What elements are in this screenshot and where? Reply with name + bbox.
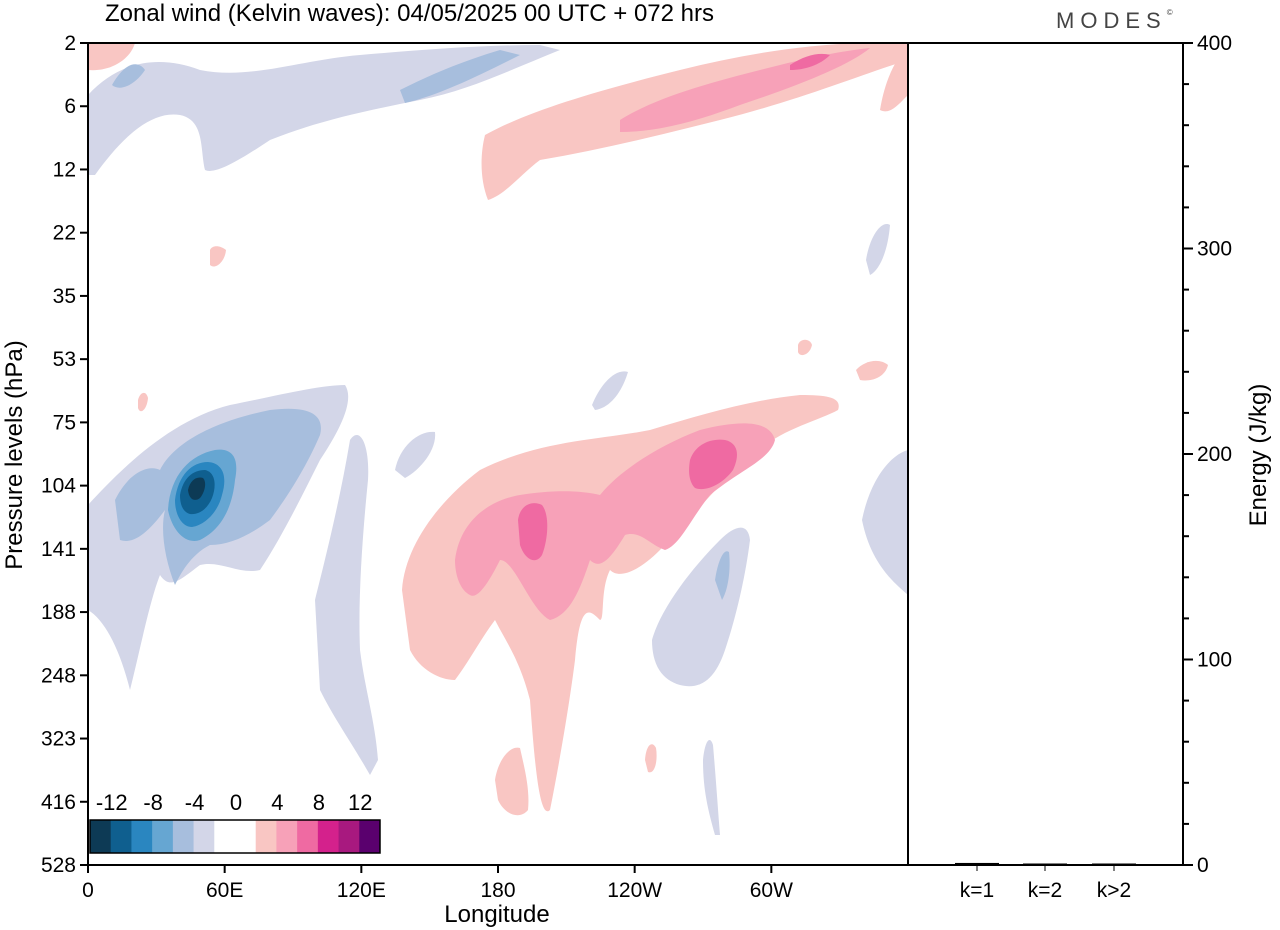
colorbar-swatch — [317, 820, 340, 853]
colorbar-label: 4 — [271, 790, 283, 815]
energy-category-label: k>2 — [1097, 879, 1131, 902]
colorbar-swatch — [214, 820, 236, 853]
colorbar-label: -12 — [96, 790, 128, 815]
colorbar-label: 8 — [313, 790, 325, 815]
colorbar-swatch — [172, 820, 195, 853]
colorbar: -12 -8 -4 0 4 8 12 — [89, 790, 381, 854]
energy-tick-label: 100 — [1197, 649, 1232, 672]
contour-neg-lower-right — [703, 740, 720, 835]
y-tick-label: 188 — [41, 601, 76, 624]
energy-bar-3 — [1092, 863, 1136, 865]
x-tick-label: 60E — [206, 879, 243, 902]
modes-logo: MODES© — [1056, 8, 1173, 34]
energy-axis-title: Energy (J/kg) — [1245, 384, 1272, 527]
colorbar-label: -8 — [143, 790, 163, 815]
contour-pos-lower-2 — [645, 744, 657, 773]
y-tick-label: 104 — [41, 475, 76, 498]
colorbar-swatch — [131, 820, 153, 853]
colorbar-swatch — [255, 820, 277, 853]
contour-neg-column — [315, 434, 378, 775]
energy-bar-2 — [1023, 863, 1067, 865]
energy-category-labels: k=1 k=2 k>2 — [960, 865, 1131, 902]
contour-pos-topright — [481, 43, 908, 200]
colorbar-swatch — [110, 820, 132, 853]
x-tick-label: 120E — [337, 879, 386, 902]
y-tick-label: 12 — [53, 158, 76, 181]
contour-neg-rightedge-2 — [866, 224, 890, 275]
wind-anomaly-field — [88, 43, 908, 835]
energy-category-label: k=2 — [1028, 879, 1062, 902]
contour-pos-main-3 — [518, 503, 548, 561]
x-tick-label: 120W — [607, 879, 662, 902]
y-tick-label: 22 — [53, 222, 76, 245]
colorbar-swatch — [193, 820, 215, 853]
colorbar-swatch — [359, 820, 381, 853]
contour-pos-main — [402, 395, 839, 812]
x-tick-label: 60W — [750, 879, 793, 902]
contour-pos-spot-2 — [138, 392, 148, 412]
energy-tick-label: 200 — [1197, 443, 1232, 466]
contour-pos-lower-1 — [495, 747, 529, 816]
y-tick-label: 53 — [53, 348, 76, 371]
contour-neg-upper-inner — [400, 50, 520, 103]
energy-axis-ticks: 0 100 200 300 400 — [1183, 32, 1232, 877]
contour-pos-spot-4 — [856, 360, 888, 381]
x-axis-title: Longitude — [444, 901, 549, 928]
contour-neg-patch-2 — [592, 371, 628, 410]
y-tick-label: 528 — [41, 854, 76, 877]
x-tick-label: 180 — [480, 879, 515, 902]
colorbar-swatch — [90, 820, 112, 853]
energy-tick-label: 300 — [1197, 238, 1232, 261]
contour-pos-topright-core — [790, 53, 830, 70]
energy-category-label: k=1 — [960, 879, 994, 902]
contour-pos-topright-inner — [620, 48, 870, 132]
colorbar-label: -4 — [185, 790, 205, 815]
y-tick-label: 2 — [64, 32, 76, 55]
y-tick-label: 141 — [41, 538, 76, 561]
contour-pos-spot-3 — [798, 339, 812, 356]
colorbar-swatch — [297, 820, 319, 853]
chart-title: Zonal wind (Kelvin waves): 04/05/2025 00… — [105, 0, 714, 27]
y-tick-label: 416 — [41, 791, 76, 814]
y-tick-label: 75 — [53, 411, 76, 434]
contour-neg-patch-1 — [395, 431, 436, 478]
y-tick-label: 6 — [64, 95, 76, 118]
y-axis-title: Pressure levels (hPa) — [1, 340, 28, 569]
contour-neg-rightedge — [862, 450, 908, 595]
colorbar-label: 0 — [230, 790, 242, 815]
y-tick-label: 248 — [41, 664, 76, 687]
colorbar-swatch — [152, 820, 174, 853]
contour-pos-spot-1 — [210, 246, 226, 267]
colorbar-border — [89, 819, 381, 854]
colorbar-label: 12 — [348, 790, 372, 815]
x-tick-label: 0 — [82, 879, 94, 902]
colorbar-swatch — [235, 820, 257, 853]
y-tick-label: 35 — [53, 285, 76, 308]
brand-mark: © — [1166, 8, 1173, 17]
colorbar-swatch — [276, 820, 298, 853]
energy-panel-frame — [907, 42, 1184, 866]
energy-tick-label: 0 — [1197, 854, 1209, 877]
energy-bar-1 — [955, 862, 999, 865]
contour-pos-topleft — [88, 43, 135, 71]
contour-neg-upper-inner2 — [112, 64, 145, 88]
contour-pos-rightedge — [880, 45, 908, 112]
x-axis-ticks: 0 60E 120E 180 120W 60W — [82, 865, 793, 902]
y-tick-label: 323 — [41, 728, 76, 751]
energy-bars — [955, 862, 1136, 865]
contour-pos-main-4 — [689, 439, 737, 490]
y-axis-ticks: 2 6 12 22 35 53 75 104 141 188 248 323 416 528 — [41, 32, 88, 877]
contour-neg-right-inner — [715, 551, 730, 600]
brand-text: MODES — [1056, 8, 1167, 33]
contour-neg-lower-core — [188, 477, 206, 500]
contour-neg-right — [652, 527, 750, 687]
colorbar-swatch — [338, 820, 360, 853]
energy-tick-label: 400 — [1197, 32, 1232, 55]
